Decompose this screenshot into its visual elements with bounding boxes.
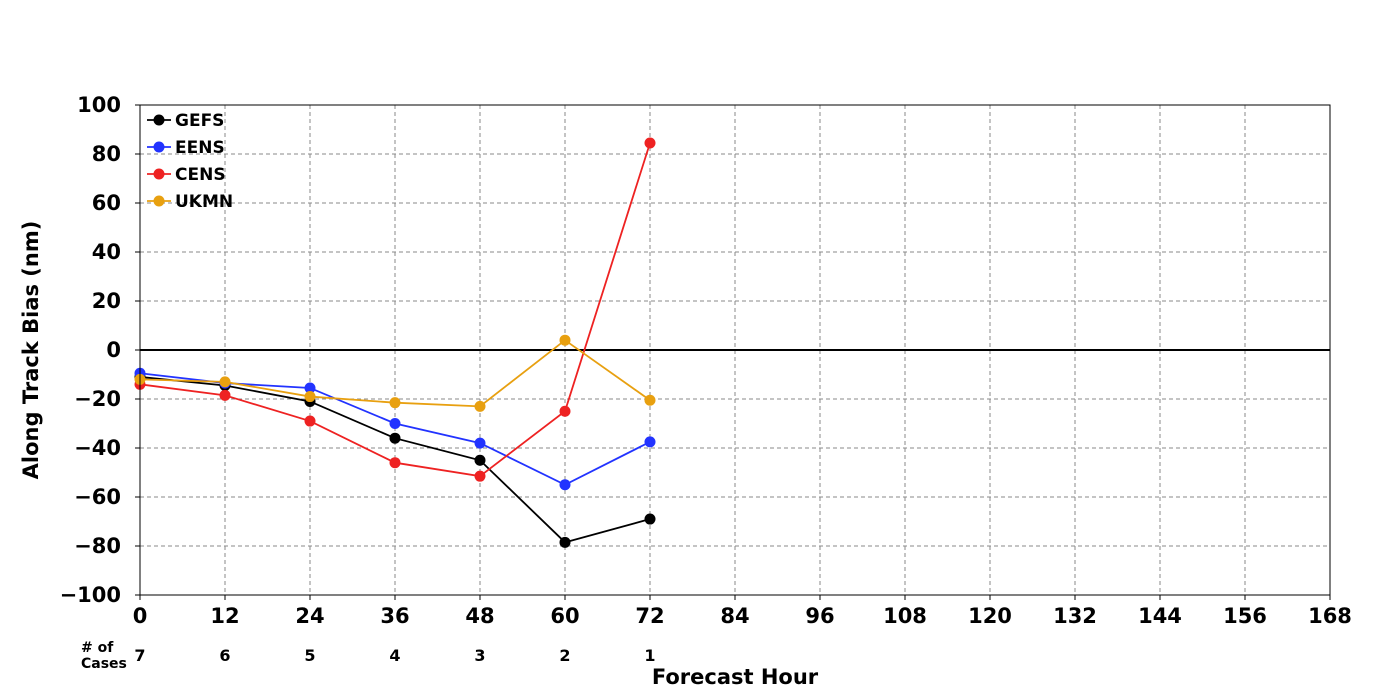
cases-value: 7 [134, 646, 145, 665]
y-tick-label: −100 [60, 583, 121, 607]
series-layer [134, 137, 656, 548]
data-point-cens [304, 415, 316, 427]
legend-label-gefs: GEFS [175, 111, 224, 131]
grid [140, 105, 1330, 595]
legend-label-cens: CENS [175, 165, 226, 185]
x-tick-label: 36 [380, 604, 409, 628]
data-point-cens [559, 405, 571, 417]
y-tick-label: 100 [77, 93, 121, 117]
x-tick-label: 12 [210, 604, 239, 628]
cases-value: 2 [559, 646, 570, 665]
data-point-cens [389, 457, 401, 469]
y-tick-label: 20 [92, 289, 121, 313]
x-tick-label: 156 [1223, 604, 1267, 628]
legend-marker-gefs [153, 114, 165, 126]
legend-marker-cens [153, 168, 165, 180]
data-point-ukmn [644, 394, 656, 406]
data-point-eens [474, 437, 486, 449]
cases-value: 5 [304, 646, 315, 665]
legend-marker-eens [153, 141, 165, 153]
cases-value: 3 [474, 646, 485, 665]
x-tick-label: 0 [133, 604, 148, 628]
data-point-ukmn [219, 376, 231, 388]
data-point-eens [389, 418, 401, 429]
x-tick-label: 144 [1138, 604, 1182, 628]
y-axis-title: Along Track Bias (nm) [19, 221, 43, 480]
y-tick-label: 60 [92, 191, 121, 215]
data-point-cens [474, 470, 486, 482]
data-point-ukmn [559, 334, 571, 346]
legend-label-eens: EENS [175, 138, 225, 158]
data-point-gefs [474, 454, 486, 466]
x-tick-label: 84 [720, 604, 749, 628]
data-point-ukmn [389, 397, 401, 409]
data-point-ukmn [304, 391, 316, 403]
data-point-cens [219, 389, 231, 401]
data-point-cens [644, 137, 656, 149]
x-tick-label: 60 [550, 604, 579, 628]
y-tick-label: 80 [92, 142, 121, 166]
data-point-ukmn [474, 400, 486, 412]
x-tick-label: 96 [805, 604, 834, 628]
y-tick-label: −20 [74, 387, 121, 411]
x-tick-label: 48 [465, 604, 494, 628]
y-tick-label: −40 [74, 436, 121, 460]
cases-label-line2: Cases [81, 656, 127, 672]
y-tick-label: 40 [92, 240, 121, 264]
x-tick-label: 168 [1308, 604, 1352, 628]
x-tick-label: 132 [1053, 604, 1097, 628]
data-point-eens [304, 382, 316, 394]
x-tick-label: 108 [883, 604, 927, 628]
y-tick-label: −60 [74, 485, 121, 509]
x-tick-label: 120 [968, 604, 1012, 628]
legend-marker-ukmn [153, 195, 165, 207]
x-tick-label: 24 [295, 604, 324, 628]
ticks: 0 12 24 36 48 60 72 84 96 108 120 132 144 156 168 −100 −… [60, 93, 1352, 628]
x-axis-title: Forecast Hour [652, 665, 819, 689]
legend-label-ukmn: UKMN [175, 192, 233, 212]
legend: GEFS EENS CENS UKMN [147, 111, 233, 212]
x-tick-label: 72 [635, 604, 664, 628]
cases-value: 1 [644, 646, 655, 665]
y-tick-label: 0 [106, 338, 121, 362]
cases-value: 4 [389, 646, 400, 665]
data-point-eens [559, 479, 571, 491]
cases-value: 6 [219, 646, 230, 665]
y-tick-label: −80 [74, 534, 121, 558]
data-point-gefs [389, 432, 401, 444]
data-point-eens [644, 436, 656, 448]
data-point-gefs [559, 536, 571, 548]
data-point-gefs [644, 513, 656, 525]
cases-label-line1: # of [81, 640, 114, 656]
